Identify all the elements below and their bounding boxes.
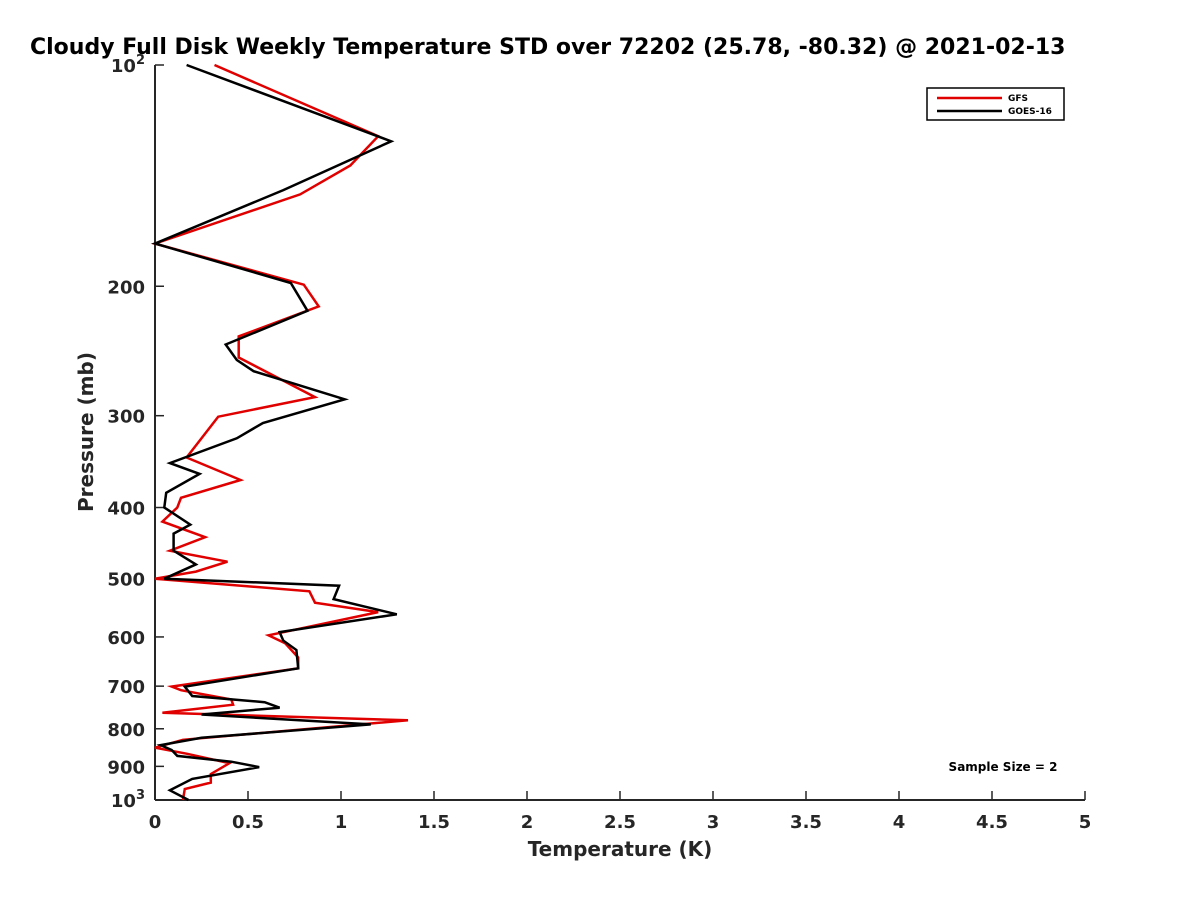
x-tick-label: 1 (335, 812, 348, 833)
x-axis-label: Temperature (K) (528, 837, 713, 861)
y-tick-base: 10 (111, 56, 136, 77)
legend-box (926, 87, 1065, 121)
x-tick-label: 0 (149, 812, 162, 833)
y-tick-label: 200 (107, 277, 145, 298)
sample-size-annotation: Sample Size = 2 (949, 760, 1058, 774)
x-tick-label: 0.5 (232, 812, 264, 833)
plot-background (155, 65, 1085, 800)
x-tick-label: 1.5 (418, 812, 450, 833)
x-tick-label: 3.5 (790, 812, 822, 833)
y-tick-label: 400 (107, 499, 145, 520)
x-tick-label: 4 (893, 812, 906, 833)
series-line-goes16 (151, 63, 398, 802)
y-tick-label: 700 (107, 677, 145, 698)
x-tick-label: 3 (707, 812, 720, 833)
y-tick-exponent: 2 (136, 53, 145, 68)
series-lines (150, 63, 409, 802)
x-tick-label: 2.5 (604, 812, 636, 833)
y-tick-label: 900 (107, 757, 145, 778)
y-tick-label: 300 (107, 407, 145, 428)
y-tick-exponent: 3 (136, 788, 145, 803)
y-axis-label: Pressure (mb) (74, 352, 98, 512)
legend-label-gfs: GFS (1008, 94, 1028, 104)
y-tick-label: 103 (111, 788, 145, 812)
chart-title: Cloudy Full Disk Weekly Temperature STD … (30, 35, 1065, 60)
y-tick-label: 102 (111, 53, 145, 77)
y-tick-label: 500 (107, 570, 145, 591)
plot-area (154, 65, 1085, 801)
x-tick-label: 2 (521, 812, 534, 833)
x-tick-label: 4.5 (976, 812, 1008, 833)
x-tick-label: 5 (1079, 812, 1092, 833)
x-axis-ticks: 0 0.5 1 1.5 2 2.5 3 3.5 4 4.5 5 (149, 791, 1092, 833)
legend-label-goes16: GOES-16 (1008, 107, 1052, 117)
y-tick-label: 600 (107, 628, 145, 649)
y-tick-base: 10 (111, 791, 136, 812)
legend: GFS GOES-16 (926, 87, 1065, 121)
y-tick-label: 800 (107, 720, 145, 741)
